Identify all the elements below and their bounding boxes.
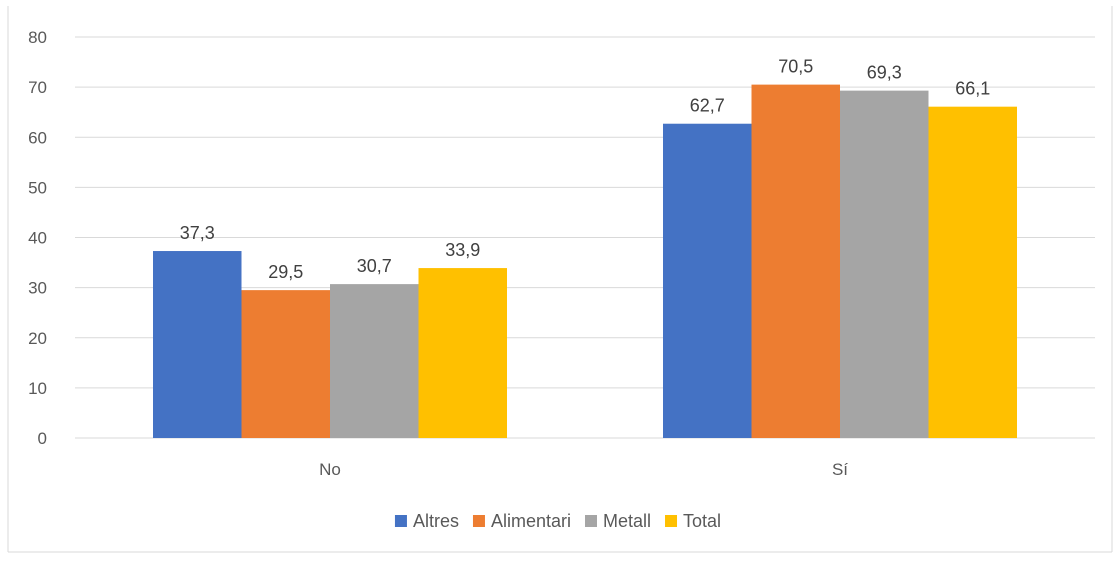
legend-label-alimentari: Alimentari — [491, 511, 571, 531]
bar-altres-1 — [663, 123, 752, 438]
data-label: 70,5 — [778, 57, 813, 77]
legend-label-total: Total — [683, 511, 721, 531]
y-tick-label: 0 — [38, 429, 47, 448]
y-tick-label: 10 — [28, 379, 47, 398]
data-label: 30,7 — [357, 256, 392, 276]
y-tick-label: 30 — [28, 279, 47, 298]
legend-swatch-total — [665, 515, 678, 527]
bar-total-0 — [418, 268, 507, 438]
y-tick-label: 40 — [28, 229, 47, 248]
bars — [153, 84, 1017, 439]
legend-swatch-alimentari — [472, 515, 485, 527]
bar-total-1 — [928, 106, 1017, 438]
y-axis-ticks: 0 10 20 30 40 50 60 70 80 — [28, 28, 47, 448]
x-tick-label: No — [319, 460, 341, 479]
data-label: 69,3 — [867, 63, 902, 83]
legend-label-altres: Altres — [413, 511, 459, 531]
bar-alimentari-1 — [751, 84, 840, 439]
legend: Altres Alimentari Metall Total — [394, 511, 721, 531]
y-tick-label: 70 — [28, 78, 47, 97]
bar-altres-0 — [153, 251, 242, 438]
legend-swatch-altres — [394, 515, 407, 527]
bar-alimentari-0 — [241, 290, 330, 438]
legend-label-metall: Metall — [603, 511, 651, 531]
data-label: 66,1 — [955, 79, 990, 99]
data-label: 62,7 — [690, 96, 725, 116]
data-label: 33,9 — [445, 240, 480, 260]
y-tick-label: 60 — [28, 128, 47, 147]
x-tick-label: Sí — [832, 460, 848, 479]
y-tick-label: 50 — [28, 178, 47, 197]
bar-metall-0 — [330, 284, 419, 438]
data-labels: 37,3 29,5 30,7 33,9 62,7 70,5 69,3 66,1 — [180, 57, 991, 283]
x-axis-ticks: No Sí — [319, 460, 848, 479]
data-label: 29,5 — [268, 262, 303, 282]
data-label: 37,3 — [180, 223, 215, 243]
y-tick-label: 80 — [28, 28, 47, 47]
legend-swatch-metall — [585, 515, 597, 527]
y-tick-label: 20 — [28, 329, 47, 348]
bar-metall-1 — [840, 90, 929, 438]
